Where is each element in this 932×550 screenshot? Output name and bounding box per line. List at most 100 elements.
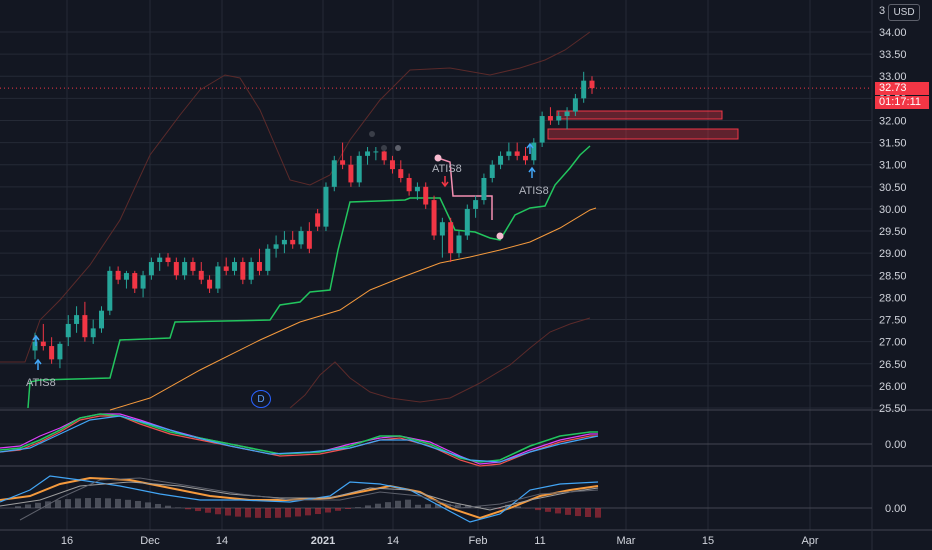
price-tick-13: 27.50 bbox=[879, 315, 907, 327]
histogram-bar bbox=[325, 508, 331, 513]
candle-body bbox=[323, 186, 329, 227]
candle-body bbox=[265, 248, 271, 271]
price-tick-9: 29.50 bbox=[879, 226, 907, 238]
candle-body bbox=[464, 208, 470, 236]
candle-body bbox=[348, 164, 354, 183]
price-tick-4: 32.00 bbox=[879, 115, 907, 127]
candle-body bbox=[315, 213, 321, 227]
last-price-tag: 32.73 bbox=[875, 82, 929, 95]
candle-body bbox=[439, 222, 445, 236]
candle-body bbox=[256, 262, 262, 271]
currency-badge[interactable]: USD bbox=[888, 4, 920, 21]
candle-body bbox=[182, 262, 188, 276]
signal-label-0: ATIS8 bbox=[26, 377, 56, 389]
candle-body bbox=[514, 151, 520, 156]
histogram-bar bbox=[375, 503, 381, 508]
histogram-bar bbox=[285, 508, 291, 518]
candle-body bbox=[373, 151, 379, 153]
price-tick-16: 26.00 bbox=[879, 381, 907, 393]
candle-body bbox=[115, 270, 121, 280]
signal-label-2: ATIS8 bbox=[519, 185, 549, 197]
candle-body bbox=[132, 273, 138, 289]
price-tick-17: 25.50 bbox=[879, 403, 907, 415]
price-tick-15: 26.50 bbox=[879, 359, 907, 371]
buy-arrow-icon-head bbox=[32, 334, 40, 341]
candle-body bbox=[99, 310, 105, 329]
candle-body bbox=[414, 186, 420, 192]
moving-average-line bbox=[109, 207, 597, 411]
candle-body bbox=[248, 262, 254, 280]
histogram-bar bbox=[75, 498, 81, 508]
candle-body bbox=[389, 160, 395, 170]
candle-body bbox=[431, 200, 437, 236]
candle-body bbox=[40, 341, 46, 347]
candle-body bbox=[32, 341, 38, 351]
baseline-line-grey bbox=[19, 477, 599, 521]
histogram-bar bbox=[515, 506, 521, 508]
histogram-bar bbox=[205, 508, 211, 513]
grey-dot bbox=[381, 145, 387, 151]
candle-body bbox=[489, 164, 495, 178]
candle-body bbox=[298, 231, 304, 245]
interval-badge[interactable]: D bbox=[251, 390, 271, 408]
candle-body bbox=[107, 270, 113, 311]
candle-body bbox=[207, 279, 213, 289]
candle-body bbox=[406, 177, 412, 192]
order-block-lower bbox=[547, 128, 739, 140]
candle-body bbox=[365, 151, 371, 156]
candle-body bbox=[547, 116, 553, 121]
histogram-bar bbox=[435, 504, 441, 508]
candle-body bbox=[331, 160, 337, 187]
candle-body bbox=[190, 262, 196, 271]
histogram-bar bbox=[305, 508, 311, 516]
candle-body bbox=[398, 169, 404, 178]
price-tick-0: 34.00 bbox=[879, 27, 907, 39]
candle-body bbox=[223, 266, 229, 271]
histogram-bar bbox=[175, 507, 181, 508]
histogram-bar bbox=[215, 508, 221, 515]
histogram-bar bbox=[105, 498, 111, 508]
candle-body bbox=[140, 275, 146, 289]
histogram-bar bbox=[185, 508, 191, 510]
candle-body bbox=[381, 151, 387, 161]
order-block-upper bbox=[556, 110, 723, 120]
countdown-tag: 01:17:11 bbox=[875, 96, 929, 109]
histogram-bar bbox=[225, 508, 231, 516]
price-tick-7: 30.50 bbox=[879, 182, 907, 194]
time-label-9: Apr bbox=[801, 535, 818, 547]
histogram-bar bbox=[455, 504, 461, 508]
histogram-bar bbox=[115, 498, 121, 508]
candle-body bbox=[306, 231, 312, 249]
histogram-bar bbox=[415, 504, 421, 508]
candle-body bbox=[123, 273, 129, 280]
histogram-bar bbox=[535, 508, 541, 511]
candle-body bbox=[572, 98, 578, 112]
histogram-bar bbox=[385, 502, 391, 508]
candle-body bbox=[473, 200, 479, 209]
price-tick-8: 30.00 bbox=[879, 204, 907, 216]
oscillator-line-blue bbox=[0, 415, 599, 463]
time-label-1: Dec bbox=[140, 535, 160, 547]
histogram-bar bbox=[505, 504, 511, 508]
candle-body bbox=[232, 262, 238, 271]
price-tick-1: 33.50 bbox=[879, 49, 907, 61]
histogram-bar bbox=[335, 508, 341, 511]
histogram-bar bbox=[585, 508, 591, 518]
resistance-line bbox=[437, 157, 493, 220]
grey-dot bbox=[369, 131, 375, 137]
candle-body bbox=[456, 235, 462, 254]
candle-body bbox=[273, 244, 279, 249]
candle-body bbox=[90, 328, 96, 338]
signal-dot bbox=[496, 232, 504, 240]
candle-body bbox=[82, 315, 88, 338]
pane1-zero-label: 0.00 bbox=[885, 439, 906, 451]
candle-body bbox=[340, 160, 346, 165]
histogram-bar bbox=[165, 505, 171, 508]
histogram-bar bbox=[55, 500, 61, 508]
candle-body bbox=[290, 239, 296, 245]
candle-body bbox=[157, 257, 163, 263]
candle-body bbox=[448, 222, 454, 254]
price-tick-6: 31.00 bbox=[879, 160, 907, 172]
